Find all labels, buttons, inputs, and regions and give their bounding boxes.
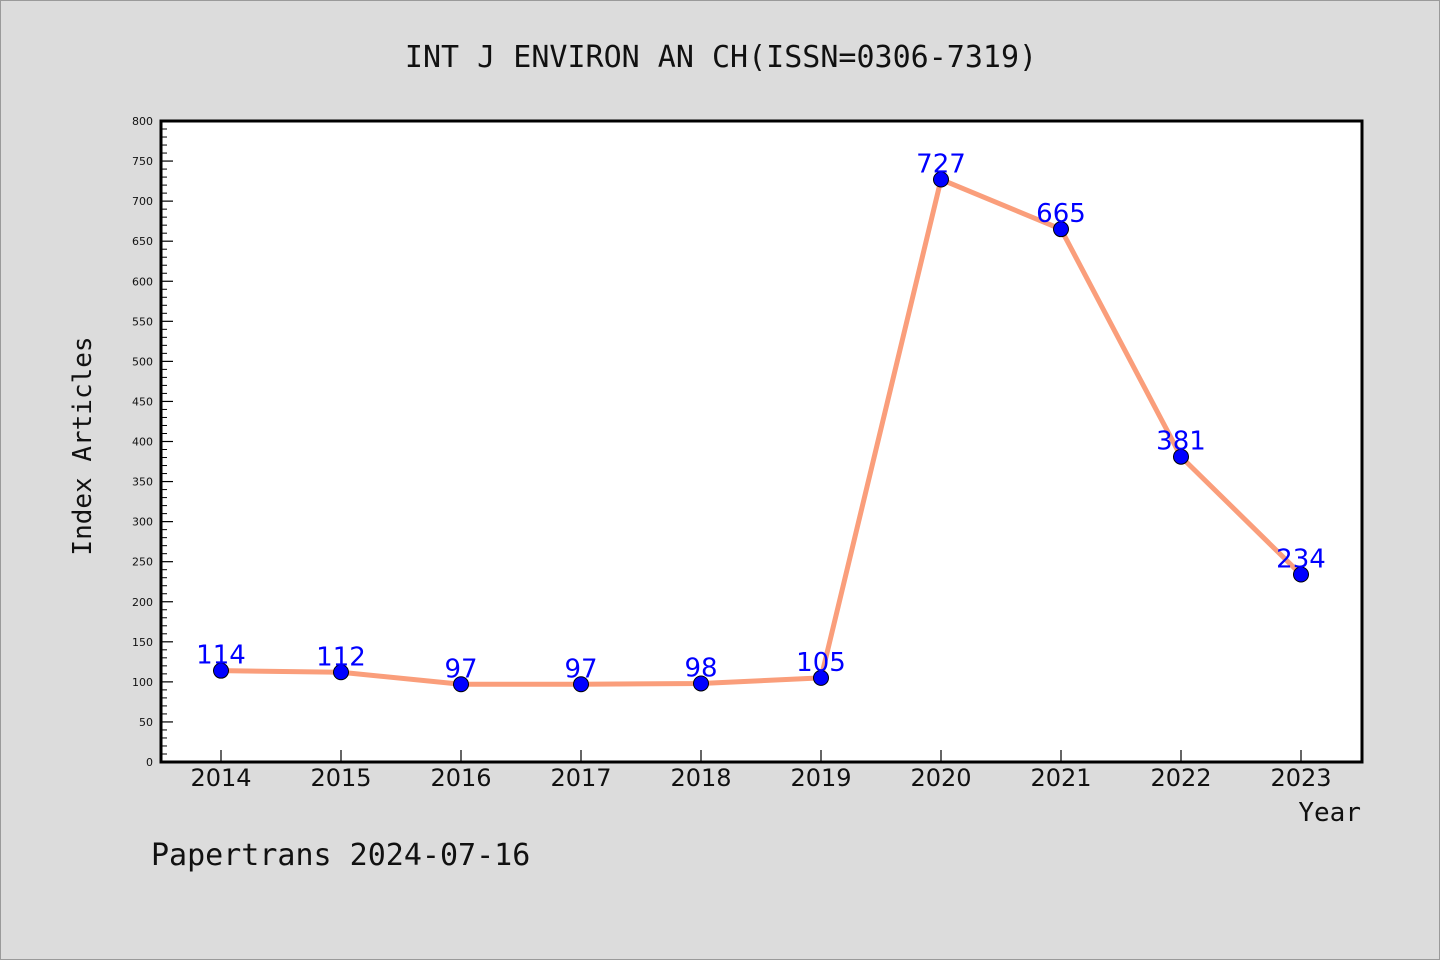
y-tick-label: 800 [132, 115, 153, 128]
data-point-marker [1173, 448, 1189, 465]
data-point-marker [933, 171, 949, 188]
y-tick-label: 650 [132, 235, 153, 248]
data-value-label: 381 [1156, 427, 1206, 457]
y-tick-label: 500 [132, 355, 153, 368]
data-value-label: 97 [444, 654, 477, 684]
y-tick-label: 450 [132, 395, 153, 408]
x-ticks [220, 750, 1302, 762]
markers [213, 171, 1309, 693]
footer-credit: Papertrans 2024-07-16 [151, 838, 530, 873]
y-tick-label: 300 [132, 516, 153, 529]
data-value-label: 105 [796, 648, 846, 678]
y-tick-label: 250 [132, 556, 153, 569]
y-tick-label: 400 [132, 436, 153, 449]
series-line [218, 176, 1304, 687]
data-point-marker [1293, 566, 1309, 583]
data-point-marker [1053, 221, 1069, 238]
y-axis-title: Index Articles [68, 336, 98, 555]
y-tick-label: 600 [132, 275, 153, 288]
x-tick-label: 2017 [550, 764, 611, 792]
data-value-label: 97 [564, 654, 597, 684]
x-tick-label: 2018 [670, 764, 731, 792]
data-point-marker [333, 664, 349, 681]
chart-title: INT J ENVIRON AN CH(ISSN=0306-7319) [405, 40, 1037, 75]
series-line-group [218, 176, 1304, 687]
data-point-marker [693, 675, 709, 692]
y-tick-label: 350 [132, 476, 153, 489]
data-point-marker [213, 662, 229, 679]
data-value-label: 727 [916, 149, 966, 179]
x-axis-title: Year [1298, 798, 1361, 828]
y-tick-label: 150 [132, 636, 153, 649]
y-tick-label: 50 [139, 716, 153, 729]
x-tick-label: 2016 [430, 764, 491, 792]
x-tick-label: 2019 [790, 764, 851, 792]
y-tick-label: 750 [132, 155, 153, 168]
x-tick-label: 2014 [190, 764, 251, 792]
data-value-label: 112 [316, 642, 366, 672]
data-point-marker [453, 676, 469, 693]
x-tick-labels: 2014 2015 2016 2017 2018 2019 2020 2021 2022 2023 [190, 764, 1331, 792]
plot-area [161, 121, 1362, 762]
data-point-marker [813, 669, 829, 686]
data-value-label: 98 [684, 653, 717, 683]
data-value-label: 665 [1036, 199, 1086, 229]
data-labels: 114 112 97 97 98 105 727 665 381 234 [196, 149, 1326, 684]
plot-frame [159, 119, 1364, 764]
data-point-marker [573, 676, 589, 693]
y-tick-label: 200 [132, 596, 153, 609]
data-value-label: 114 [196, 641, 246, 671]
y-tick-label: 0 [146, 756, 153, 769]
x-tick-label: 2023 [1270, 764, 1331, 792]
y-tick-label: 550 [132, 315, 153, 328]
y-tick-label: 100 [132, 676, 153, 689]
y-tick-label: 700 [132, 195, 153, 208]
y-tick-labels: 0 50 100 150 200 250 300 350 400 450 500 550 600 650 7… [132, 115, 153, 769]
data-value-label: 234 [1276, 545, 1326, 575]
x-tick-label: 2021 [1030, 764, 1091, 792]
x-tick-label: 2015 [310, 764, 371, 792]
x-tick-label: 2022 [1150, 764, 1211, 792]
x-tick-label: 2020 [910, 764, 971, 792]
